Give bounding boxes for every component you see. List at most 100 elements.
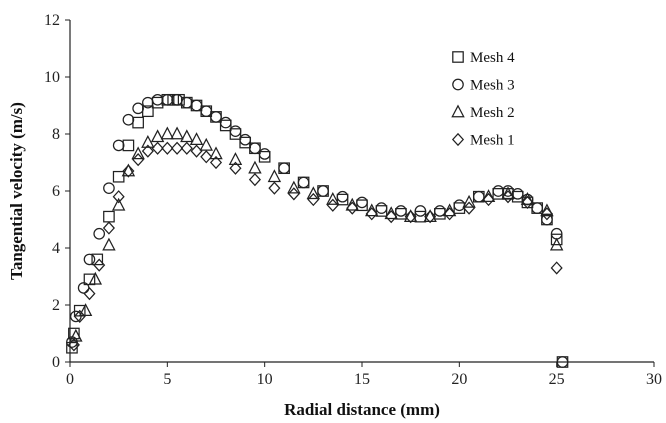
data-point <box>210 111 222 123</box>
x-tick-label: 0 <box>66 371 74 388</box>
data-point <box>132 116 144 129</box>
data-point <box>150 129 165 143</box>
data-point <box>170 126 184 140</box>
legend-label: Mesh 1 <box>470 133 515 149</box>
data-point <box>219 116 232 129</box>
series-mesh-2 <box>69 126 564 342</box>
data-point <box>267 169 282 183</box>
data-point <box>161 93 174 106</box>
data-point <box>336 190 349 203</box>
data-point <box>111 197 126 211</box>
data-point <box>520 192 535 205</box>
data-point <box>443 207 456 221</box>
data-point <box>141 144 154 158</box>
x-tick-label: 10 <box>257 371 273 388</box>
data-marks <box>66 93 569 368</box>
data-point <box>258 148 271 160</box>
data-point <box>442 203 457 217</box>
data-point <box>501 186 515 200</box>
data-point <box>93 227 106 240</box>
data-point <box>384 206 398 220</box>
legend-marker-diamond <box>451 132 465 147</box>
x-axis-title: Radial distance (mm) <box>284 400 440 419</box>
data-point <box>395 205 407 217</box>
data-point <box>229 161 242 175</box>
data-point <box>103 182 115 194</box>
y-axis-title: Tangential velocity (m/s) <box>7 102 26 280</box>
data-point <box>287 180 301 194</box>
data-point <box>180 129 194 143</box>
x-tick-label: 30 <box>646 371 662 388</box>
data-point <box>541 213 553 226</box>
data-point <box>287 187 300 201</box>
data-point <box>356 196 368 209</box>
x-tick-label: 25 <box>549 371 565 388</box>
series-mesh-3 <box>66 93 569 368</box>
data-point <box>556 356 569 368</box>
legend-item: Mesh 1 <box>451 132 515 149</box>
data-point <box>132 153 145 167</box>
data-point <box>151 93 164 106</box>
data-point <box>540 207 553 221</box>
x-axis-ticks: 0 5 10 15 20 25 30 <box>66 362 662 388</box>
data-point <box>229 125 242 137</box>
y-tick-label: 12 <box>44 12 60 29</box>
data-point <box>171 141 184 155</box>
data-point <box>462 194 476 208</box>
data-point <box>414 205 427 217</box>
y-tick-label: 4 <box>52 240 60 257</box>
data-point <box>326 198 339 212</box>
data-point <box>83 286 96 301</box>
data-point <box>531 202 544 214</box>
legend-item: Mesh 4 <box>452 50 515 66</box>
data-point <box>463 201 476 215</box>
data-point <box>549 237 564 251</box>
data-point <box>482 192 495 207</box>
data-point <box>268 181 281 195</box>
data-point <box>403 209 418 222</box>
data-point <box>375 202 388 214</box>
x-tick-label: 5 <box>163 371 171 388</box>
data-point <box>346 201 359 215</box>
data-point <box>307 192 320 207</box>
data-point <box>481 189 496 203</box>
data-point <box>248 172 261 187</box>
data-point <box>78 303 93 317</box>
data-point <box>160 126 175 140</box>
data-point <box>550 261 563 275</box>
data-point <box>424 210 437 224</box>
x-tick-label: 15 <box>354 371 370 388</box>
data-point <box>423 209 437 222</box>
data-point <box>122 113 135 126</box>
legend-item: Mesh 3 <box>452 78 515 94</box>
data-point <box>278 162 290 175</box>
data-point <box>336 193 349 206</box>
data-point <box>151 141 164 155</box>
legend-label: Mesh 4 <box>470 50 515 66</box>
data-point <box>73 309 86 324</box>
data-point <box>189 132 204 146</box>
data-point <box>132 102 144 115</box>
data-point <box>492 185 505 197</box>
data-point <box>228 152 243 165</box>
data-point <box>122 164 135 178</box>
data-point <box>209 146 223 160</box>
data-point <box>550 233 563 246</box>
data-point <box>102 237 116 251</box>
data-point <box>249 142 261 155</box>
data-point <box>229 128 242 140</box>
legend-marker-triangle <box>451 104 465 118</box>
data-point <box>112 139 125 152</box>
data-point <box>67 338 80 352</box>
data-point <box>180 141 193 155</box>
data-point <box>88 271 103 285</box>
y-tick-label: 6 <box>52 183 60 200</box>
data-point <box>385 210 398 224</box>
legend-marker-circle <box>452 78 464 91</box>
data-point <box>112 170 125 183</box>
data-point <box>112 190 125 204</box>
data-point <box>345 197 359 211</box>
y-tick-label: 0 <box>52 354 60 371</box>
data-point <box>511 188 524 200</box>
